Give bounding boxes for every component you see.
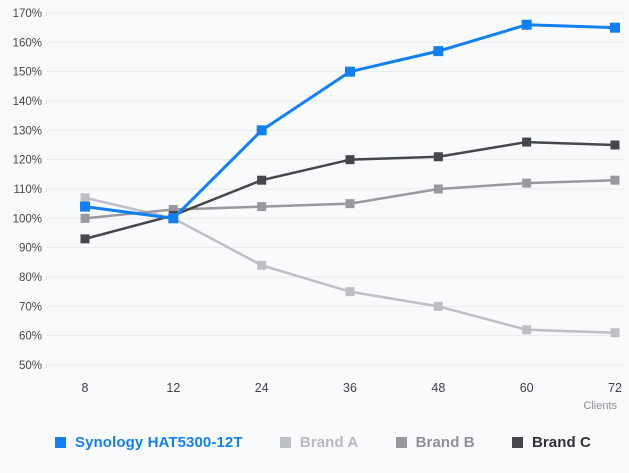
legend-swatch-icon (55, 437, 66, 448)
y-axis-tick-label: 70% (19, 301, 42, 313)
y-axis-tick-label: 100% (13, 213, 42, 225)
data-point-brand-b (80, 213, 90, 223)
data-point-brand-b (433, 184, 443, 194)
data-point-brand-b (522, 178, 532, 188)
legend-label: Synology HAT5300-12T (75, 434, 243, 451)
line-chart-canvas: 50% 60% 70% 80% 90% 100% 110% 120% 130% 140% 150% 1… (13, 8, 625, 412)
data-point-brand-a (522, 325, 532, 335)
data-point-brand-c (345, 155, 355, 165)
x-axis-tick-label: 8 (82, 381, 89, 395)
data-point-brand-a (257, 260, 267, 270)
data-point-synology-hat5300-12t (433, 46, 444, 57)
x-axis-tick-label: 72 (608, 381, 622, 395)
data-point-brand-c (257, 175, 267, 185)
data-point-brand-b (610, 175, 620, 185)
data-point-brand-c (610, 140, 620, 150)
data-point-brand-a (80, 193, 90, 203)
data-point-brand-c (80, 234, 90, 244)
y-axis-tick-label: 160% (13, 37, 42, 49)
data-point-synology-hat5300-12t (345, 66, 355, 77)
y-axis-tick-label: 150% (13, 67, 42, 79)
legend-item-brand-b[interactable]: Brand B (395, 434, 475, 451)
legend-swatch-icon (395, 437, 407, 448)
data-point-synology-hat5300-12t (610, 22, 620, 33)
y-axis-tick-label: 80% (19, 272, 42, 284)
data-point-brand-b (257, 202, 267, 212)
data-point-synology-hat5300-12t (168, 213, 179, 224)
y-axis-tick-label: 110% (13, 184, 42, 196)
x-axis-tick-label: 60 (520, 381, 534, 395)
y-axis-tick-label: 90% (19, 243, 42, 255)
data-point-brand-b (345, 199, 355, 209)
x-axis-tick-label: 12 (166, 381, 180, 395)
legend-label: Brand A (299, 434, 359, 451)
x-axis-title: Clients (583, 400, 617, 412)
data-point-brand-c (522, 137, 532, 147)
legend-item-brand-a[interactable]: Brand A (279, 434, 359, 451)
y-axis-tick-label: 60% (19, 331, 42, 343)
y-axis-tick-label: 140% (13, 96, 42, 108)
legend-swatch-icon (279, 437, 291, 448)
data-point-brand-a (433, 301, 443, 311)
y-axis-tick-label: 120% (13, 155, 42, 167)
data-point-brand-a (610, 328, 620, 338)
y-axis-tick-label: 170% (13, 8, 42, 20)
legend-item-synology-hat5300-12t[interactable]: Synology HAT5300-12T (55, 434, 243, 451)
data-point-brand-a (345, 287, 355, 297)
y-axis-tick-label: 50% (19, 360, 42, 372)
data-point-synology-hat5300-12t (80, 201, 90, 212)
data-point-brand-b (168, 205, 178, 215)
data-point-brand-c (433, 152, 443, 162)
legend-swatch-icon (511, 437, 523, 448)
data-point-synology-hat5300-12t (256, 125, 267, 136)
chart-legend: Synology HAT5300-12T Brand A Brand B Brand … (0, 418, 629, 473)
legend-label: Brand B (415, 434, 475, 451)
legend-item-brand-c[interactable]: Brand C (511, 434, 591, 451)
data-point-synology-hat5300-12t (521, 19, 532, 30)
y-axis-tick-label: 130% (13, 125, 42, 137)
legend-label: Brand C (531, 434, 591, 451)
x-axis-tick-label: 24 (255, 381, 269, 395)
x-axis-tick-label: 36 (343, 381, 357, 395)
x-axis-tick-label: 48 (431, 381, 445, 395)
